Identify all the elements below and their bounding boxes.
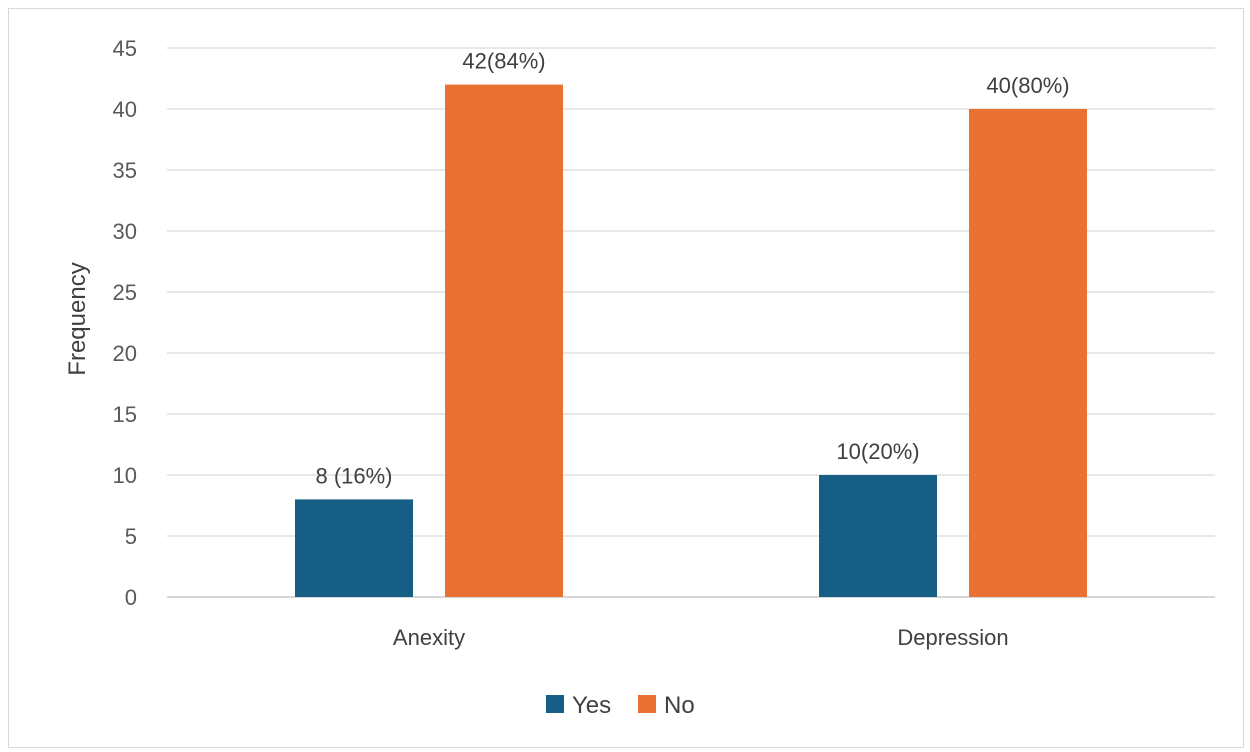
legend-label: Yes xyxy=(572,692,611,719)
y-tick-label: 30 xyxy=(113,219,137,244)
x-axis-categories: Anexity Depression xyxy=(393,625,1009,650)
data-label: 42(84%) xyxy=(462,49,545,74)
x-category-label: Depression xyxy=(897,625,1008,650)
bar-chart: 0 5 10 15 20 25 30 35 40 45 8 (16%) 42(84%) 10(20%)… xyxy=(64,36,1215,719)
data-label: 10(20%) xyxy=(836,439,919,464)
chart-frame: 0 5 10 15 20 25 30 35 40 45 8 (16%) 42(84%) 10(20%)… xyxy=(8,8,1244,748)
legend-swatch-no xyxy=(638,695,656,713)
legend-label: No xyxy=(664,692,695,719)
bar-no-depression xyxy=(969,109,1087,597)
data-label: 40(80%) xyxy=(986,73,1069,98)
y-tick-label: 45 xyxy=(113,36,137,61)
y-tick-label: 15 xyxy=(113,402,137,427)
bar-yes-anexity xyxy=(295,499,413,597)
data-label: 8 (16%) xyxy=(315,463,392,488)
bar-no-anexity xyxy=(445,84,563,598)
x-category-label: Anexity xyxy=(393,625,465,650)
legend-swatch-yes xyxy=(546,695,564,713)
y-axis-ticks: 0 5 10 15 20 25 30 35 40 45 xyxy=(113,36,137,610)
y-tick-label: 10 xyxy=(113,463,137,488)
legend: Yes No xyxy=(546,692,695,719)
y-tick-label: 25 xyxy=(113,280,137,305)
bars xyxy=(295,84,1087,598)
y-tick-label: 20 xyxy=(113,341,137,366)
y-tick-label: 40 xyxy=(113,97,137,122)
y-tick-label: 5 xyxy=(125,524,137,549)
y-axis-title: Frequency xyxy=(64,262,91,375)
y-tick-label: 35 xyxy=(113,158,137,183)
data-labels: 8 (16%) 42(84%) 10(20%) 40(80%) xyxy=(315,49,1069,489)
bar-yes-depression xyxy=(819,475,937,597)
y-tick-label: 0 xyxy=(125,585,137,610)
